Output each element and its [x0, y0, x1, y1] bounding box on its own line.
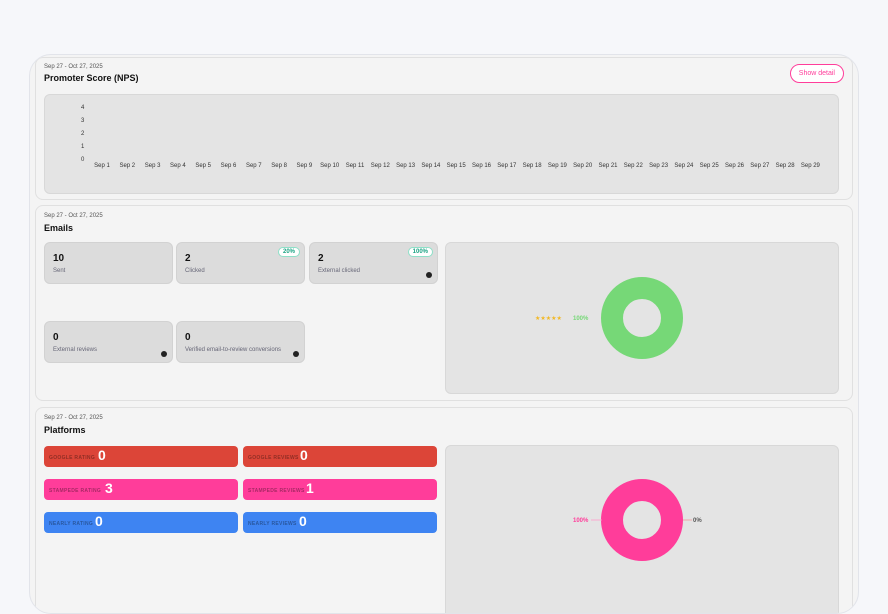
platform-card: STAMPEDE REVIEWS 1 [243, 479, 437, 500]
help-icon[interactable] [161, 351, 167, 357]
x-tick-label: Sep 4 [170, 163, 186, 169]
platform-card: GOOGLE RATING 0 [44, 446, 238, 467]
stat-value: 10 [53, 253, 65, 264]
x-tick-label: Sep 22 [623, 163, 643, 169]
platform-value: 1 [306, 480, 314, 496]
x-tick-label: Sep 8 [271, 163, 287, 169]
nps-section: Sep 27 - Oct 27, 2025 Promoter Score (NP… [35, 57, 853, 200]
stat-label: Sent [53, 268, 66, 274]
x-tick-label: Sep 25 [699, 163, 719, 169]
dashboard: Sep 27 - Oct 27, 2025 Promoter Score (NP… [29, 54, 859, 614]
x-tick-label: Sep 23 [649, 163, 669, 169]
x-tick-label: Sep 27 [750, 163, 770, 169]
x-tick-label: Sep 24 [674, 163, 694, 169]
stat-label: Clicked [185, 268, 205, 274]
platform-label: NEARLY REVIEWS [248, 521, 297, 527]
pie-label: 0% [693, 518, 702, 524]
x-tick-label: Sep 19 [547, 163, 567, 169]
stat-value: 0 [53, 332, 59, 343]
x-tick-label: Sep 9 [296, 163, 313, 169]
x-tick-label: Sep 11 [345, 163, 365, 169]
x-tick-label: Sep 14 [421, 163, 441, 169]
x-tick-label: Sep 13 [396, 163, 416, 169]
platform-value: 0 [299, 513, 307, 529]
y-tick-label: 2 [81, 131, 85, 137]
help-icon[interactable] [426, 272, 432, 278]
platform-value: 0 [95, 513, 103, 529]
platform-label: STAMPEDE RATING [49, 488, 102, 494]
x-tick-label: Sep 12 [370, 163, 390, 169]
y-tick-label: 0 [81, 157, 85, 163]
pie-label: 100% [573, 316, 589, 322]
x-tick-label: Sep 5 [195, 163, 212, 169]
platforms-pie-chart: 100% 0% [445, 445, 839, 613]
x-tick-label: Sep 20 [573, 163, 593, 169]
platform-label: GOOGLE REVIEWS [248, 455, 299, 461]
platform-label: NEARLY RATING [49, 521, 94, 527]
date-range: Sep 27 - Oct 27, 2025 [44, 415, 103, 421]
percent-badge: 100% [407, 247, 433, 257]
platform-value: 0 [98, 447, 106, 463]
stat-value: 0 [185, 332, 191, 343]
pie-slice [601, 479, 683, 561]
stat-card: 0 External reviews [44, 321, 173, 363]
percent-badge: 20% [277, 247, 300, 257]
x-tick-label: Sep 6 [220, 163, 237, 169]
x-tick-label: Sep 15 [446, 163, 466, 169]
stat-card: 2 External clicked 100% [309, 242, 438, 284]
stat-card: 2 Clicked 20% [176, 242, 305, 284]
stat-label: External clicked [318, 268, 361, 274]
x-tick-label: Sep 16 [471, 163, 492, 169]
x-tick-label: Sep 26 [724, 163, 745, 169]
x-tick-label: Sep 2 [119, 163, 136, 169]
stat-value: 2 [318, 253, 324, 264]
stat-label: Verified email-to-review conversions [185, 347, 282, 353]
show-detail-button[interactable]: Show detail [789, 64, 844, 83]
x-tick-label: Sep 17 [497, 163, 517, 169]
platform-card: NEARLY RATING 0 [44, 512, 238, 533]
date-range: Sep 27 - Oct 27, 2025 [44, 213, 103, 219]
pie-label: 100% [573, 518, 589, 524]
x-tick-label: Sep 1 [94, 163, 110, 169]
stat-card: 0 Verified email-to-review conversions [176, 321, 305, 363]
platform-label: GOOGLE RATING [49, 455, 96, 461]
help-icon[interactable] [293, 351, 299, 357]
pie-slice [601, 277, 683, 359]
platform-card: GOOGLE REVIEWS 0 [243, 446, 437, 467]
stat-card: 10 Sent [44, 242, 173, 284]
emails-section: Sep 27 - Oct 27, 2025 Emails 10 Sent 2 Clic… [35, 205, 853, 401]
platform-value: 3 [105, 480, 113, 496]
x-tick-label: Sep 21 [598, 163, 618, 169]
y-tick-label: 1 [81, 144, 85, 150]
platform-label: STAMPEDE REVIEWS [248, 488, 305, 494]
section-title: Emails [44, 223, 74, 233]
section-title: Platforms [44, 425, 86, 435]
y-tick-label: 3 [81, 118, 85, 124]
y-tick-label: 4 [81, 105, 85, 111]
nps-chart: 4 3 2 1 0 Sep 1 Sep 2 Sep 3 Sep 4 Sep 5 Sep 6 Sep 7… [44, 94, 839, 194]
date-range: Sep 27 - Oct 27, 2025 [44, 64, 103, 70]
x-tick-label: Sep 10 [320, 163, 340, 169]
stat-label: External reviews [53, 347, 98, 353]
x-tick-label: Sep 7 [245, 163, 262, 169]
x-tick-label: Sep 3 [144, 163, 161, 169]
x-tick-label: Sep 18 [522, 163, 542, 169]
platform-value: 0 [300, 447, 308, 463]
section-title: Promoter Score (NPS) [44, 73, 139, 83]
x-tick-label: Sep 29 [800, 163, 820, 169]
emails-pie-chart: ★★★★★ 100% [445, 242, 839, 394]
pie-label-stars: ★★★★★ [535, 315, 562, 322]
platforms-section: Sep 27 - Oct 27, 2025 Platforms GOOGLE R… [35, 407, 853, 613]
x-tick-label: Sep 28 [775, 163, 795, 169]
stat-value: 2 [185, 253, 191, 264]
platform-card: NEARLY REVIEWS 0 [243, 512, 437, 533]
platform-card: STAMPEDE RATING 3 [44, 479, 238, 500]
